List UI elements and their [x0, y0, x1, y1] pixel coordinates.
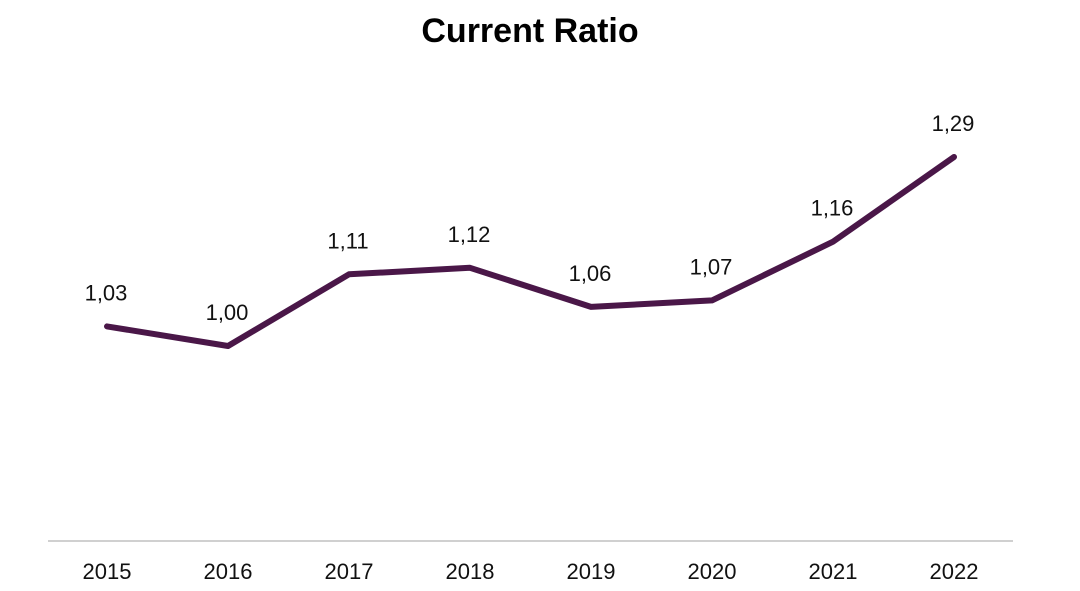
x-tick-label-2020: 2020 [688, 559, 737, 584]
x-tick-label-2019: 2019 [567, 559, 616, 584]
data-label-2019: 1,06 [569, 261, 612, 286]
data-label-2016: 1,00 [206, 300, 249, 325]
x-tick-label-2015: 2015 [83, 559, 132, 584]
x-tick-label-2018: 2018 [446, 559, 495, 584]
data-label-2018: 1,12 [448, 222, 491, 247]
x-tick-label-2022: 2022 [930, 559, 979, 584]
data-label-2020: 1,07 [690, 254, 733, 279]
chart-title: Current Ratio [421, 12, 638, 50]
x-tick-label-2016: 2016 [204, 559, 253, 584]
data-label-2015: 1,03 [85, 280, 128, 305]
series-line [104, 154, 957, 349]
data-labels: 1,03 1,00 1,11 1,12 1,06 1,07 1,16 1,29 [85, 111, 975, 325]
data-label-2021: 1,16 [811, 196, 854, 221]
x-tick-label-2021: 2021 [809, 559, 858, 584]
data-label-2022: 1,29 [932, 111, 975, 136]
x-axis-ticks: 2015 2016 2017 2018 2019 2020 2021 2022 [83, 559, 979, 584]
data-label-2017: 1,11 [327, 228, 368, 253]
x-tick-label-2017: 2017 [325, 559, 374, 584]
